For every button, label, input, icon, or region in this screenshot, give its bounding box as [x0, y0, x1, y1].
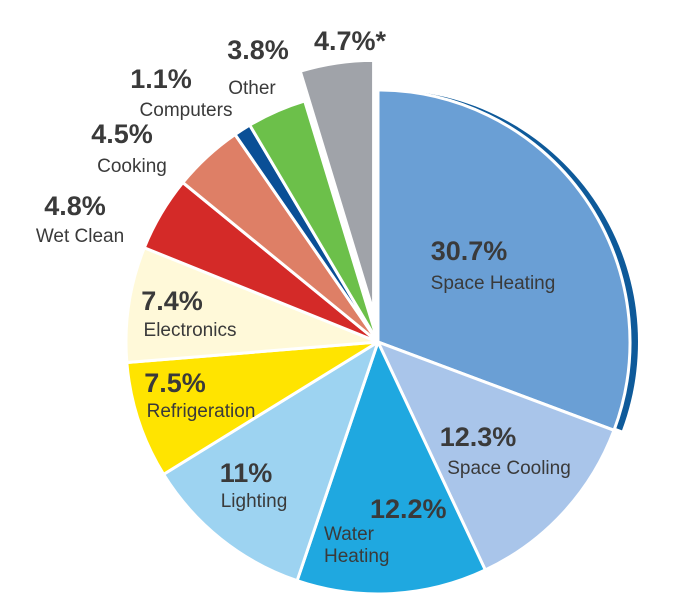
slice-other: [248, 99, 380, 344]
category-label-cooking: Cooking: [97, 156, 167, 177]
data-label-space-cooling: 12.3%: [440, 422, 517, 452]
data-label-cooking: 4.5%: [91, 119, 153, 149]
data-label-refrigeration: 7.5%: [144, 368, 206, 398]
data-label-space-heating: 30.7%: [431, 236, 508, 266]
slice-refrigeration: [125, 340, 380, 476]
category-label-space-heating: Space Heating: [431, 273, 556, 294]
data-label-computers: 1.1%: [130, 64, 192, 94]
data-label-wet-clean: 4.8%: [44, 191, 106, 221]
category-label-computers: Computers: [140, 100, 233, 121]
slice-water-heating: [295, 340, 487, 596]
category-label-refrigeration: Refrigeration: [147, 401, 256, 422]
data-label-lighting: 11%: [220, 458, 273, 488]
category-label-water-heating: Heating: [324, 546, 390, 567]
slice-electronics: [124, 246, 380, 365]
category-label-other: Other: [228, 78, 276, 99]
data-label-water-heating: 12.2%: [370, 494, 447, 524]
data-label-other: 3.8%: [227, 35, 289, 65]
pie-slices: [124, 58, 638, 596]
slice-space-cooling: [376, 340, 616, 572]
slice-lighting: [162, 340, 380, 583]
category-label-water-heating: Water: [324, 524, 375, 545]
data-label-electronics: 7.4%: [141, 286, 203, 316]
category-label-space-cooling: Space Cooling: [447, 458, 571, 479]
category-label-electronics: Electronics: [144, 320, 237, 341]
slice-space-heating: [376, 88, 632, 432]
pie-labels: 30.7% Space Heating 12.3% Space Cooling12.2…: [36, 26, 571, 567]
data-label-unlabeled: 4.7%*: [314, 26, 387, 56]
category-label-lighting: Lighting: [221, 491, 288, 512]
category-label-wet-clean: Wet Clean: [36, 226, 124, 247]
slice-unlabeled: [298, 58, 376, 314]
